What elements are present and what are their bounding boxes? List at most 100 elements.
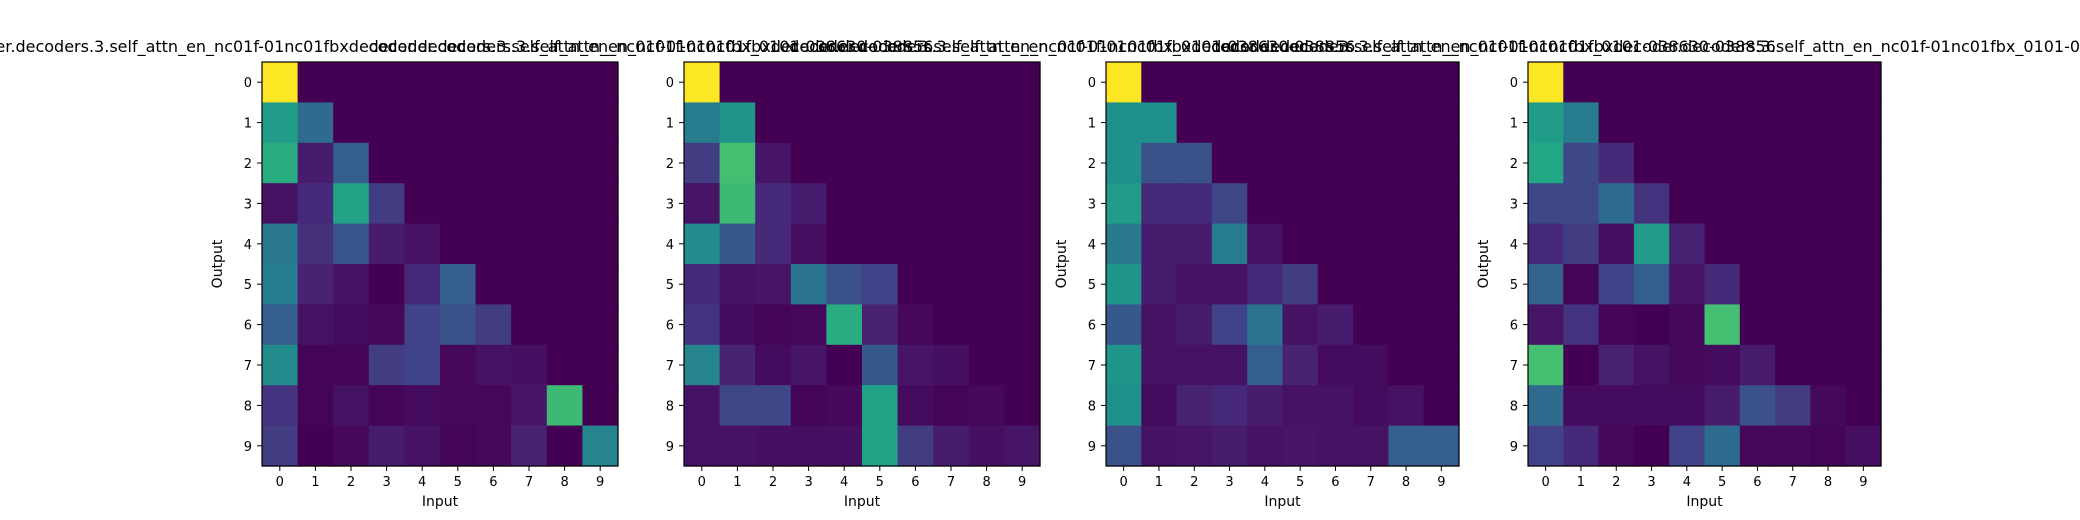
heatmap-cell-2-1 [297, 142, 334, 184]
y-tick-label: 8 [1510, 399, 1518, 414]
heatmap-cell-3-9 [1845, 183, 1882, 225]
heatmap-cell-9-7 [1353, 425, 1389, 467]
heatmap-cell-9-8 [968, 425, 1005, 467]
heatmap-cell-8-9 [1423, 385, 1460, 427]
heatmap-cell-0-8 [546, 62, 583, 103]
heatmap-cell-6-5 [440, 304, 477, 346]
heatmap-cell-5-5 [862, 264, 899, 305]
heatmap-cell-5-2 [1598, 264, 1635, 305]
plot-frame [683, 61, 1041, 467]
heatmap-cell-0-9 [1423, 62, 1460, 103]
heatmap-cell-9-2 [333, 425, 370, 467]
heatmap-cell-6-7 [511, 304, 548, 346]
heatmap-cell-8-0 [1106, 385, 1142, 427]
y-tick-label: 4 [666, 238, 674, 253]
heatmap-cell-0-1 [1141, 62, 1178, 103]
heatmap-cell-7-9 [1845, 344, 1882, 386]
heatmap-cell-1-5 [1704, 102, 1741, 144]
y-tick-label: 2 [244, 157, 252, 172]
heatmap-cell-5-0 [1528, 264, 1564, 305]
y-tick-label: 0 [244, 76, 252, 91]
heatmap-cell-9-8 [1810, 425, 1847, 467]
x-axis-label: Input [844, 494, 881, 510]
heatmap-cell-5-9 [1004, 264, 1041, 305]
heatmap-cell-9-8 [1388, 425, 1425, 467]
heatmap-cell-9-4 [1669, 425, 1706, 467]
heatmap-cell-0-9 [1004, 62, 1041, 103]
heatmap-cell-6-8 [1388, 304, 1425, 346]
heatmap-cell-3-4 [1247, 183, 1284, 225]
heatmap-cell-7-1 [297, 344, 334, 386]
heatmap-cell-4-8 [546, 223, 583, 265]
x-tick-label: 7 [1367, 475, 1375, 490]
heatmap-cell-3-1 [1141, 183, 1178, 225]
heatmap-cell-4-2 [1176, 223, 1213, 265]
heatmap-cell-0-2 [755, 62, 792, 103]
heatmap-cell-3-6 [1739, 183, 1776, 225]
heatmap-cell-9-6 [475, 425, 512, 467]
heatmap-cell-0-8 [1388, 62, 1425, 103]
heatmap-cell-0-0 [1528, 62, 1564, 103]
y-tick-label: 8 [244, 399, 252, 414]
heatmap-cell-2-4 [826, 142, 863, 184]
y-tick-label: 9 [666, 440, 674, 455]
heatmap-cell-2-3 [1211, 142, 1248, 184]
heatmap-cell-1-8 [1388, 102, 1425, 144]
heatmap-cell-7-4 [1247, 344, 1284, 386]
heatmap-cell-0-7 [1775, 62, 1811, 103]
heatmap-cell-9-2 [1176, 425, 1213, 467]
y-tick-label: 5 [666, 278, 674, 293]
y-tick-label: 8 [666, 399, 674, 414]
heatmap-cell-0-6 [1317, 62, 1354, 103]
heatmap-cell-2-5 [1282, 142, 1319, 184]
heatmap-cell-3-3 [1211, 183, 1248, 225]
y-tick-label: 9 [244, 440, 252, 455]
heatmap-cell-3-5 [1282, 183, 1319, 225]
plot-frame [1105, 61, 1460, 467]
heatmap-cell-3-1 [719, 183, 756, 225]
heatmap-cell-5-3 [1211, 264, 1248, 305]
heatmap-cell-8-9 [1845, 385, 1882, 427]
heatmap-cell-8-4 [1669, 385, 1706, 427]
heatmap-cell-8-3 [1633, 385, 1670, 427]
heatmap-cell-4-7 [1353, 223, 1389, 265]
heatmap-cell-3-8 [968, 183, 1005, 225]
heatmap-cell-3-8 [1388, 183, 1425, 225]
heatmap-cell-8-0 [1528, 385, 1564, 427]
heatmap-cell-0-2 [1176, 62, 1213, 103]
heatmap-cell-2-0 [262, 142, 299, 184]
heatmap-cell-5-8 [546, 264, 583, 305]
heatmap-cell-4-0 [684, 223, 721, 265]
heatmap-cell-5-2 [333, 264, 370, 305]
x-tick-label: 8 [1824, 475, 1832, 490]
heatmap-cell-5-4 [404, 264, 441, 305]
heatmap-cell-2-3 [790, 142, 827, 184]
heatmap-cell-4-5 [440, 223, 477, 265]
heatmap-cell-9-0 [1528, 425, 1564, 467]
heatmap-cell-0-7 [511, 62, 548, 103]
heatmap-cell-9-6 [1317, 425, 1354, 467]
x-tick-label: 9 [596, 475, 604, 490]
heatmap-cell-3-0 [262, 183, 299, 225]
heatmap-cell-0-5 [1704, 62, 1741, 103]
heatmap-cell-5-1 [719, 264, 756, 305]
heatmap-cell-0-1 [1563, 62, 1600, 103]
heatmap-cell-2-3 [368, 142, 405, 184]
heatmap-cell-4-0 [1106, 223, 1142, 265]
y-tick-label: 4 [1510, 238, 1518, 253]
heatmap-cell-4-6 [897, 223, 934, 265]
heatmap-cell-7-0 [1106, 344, 1142, 386]
heatmap-cell-4-4 [1247, 223, 1284, 265]
x-tick-label: 2 [347, 475, 355, 490]
heatmap-cell-4-8 [1388, 223, 1425, 265]
heatmap-cell-5-5 [440, 264, 477, 305]
heatmap-cell-6-6 [897, 304, 934, 346]
heatmap-cell-9-5 [1282, 425, 1319, 467]
heatmap-cell-5-1 [1563, 264, 1600, 305]
heatmap-cell-6-6 [1317, 304, 1354, 346]
heatmap-cell-6-7 [933, 304, 970, 346]
heatmap-cell-9-3 [1211, 425, 1248, 467]
heatmap-cell-7-2 [1598, 344, 1635, 386]
heatmap-cell-5-8 [1388, 264, 1425, 305]
heatmap-cell-6-9 [1423, 304, 1460, 346]
